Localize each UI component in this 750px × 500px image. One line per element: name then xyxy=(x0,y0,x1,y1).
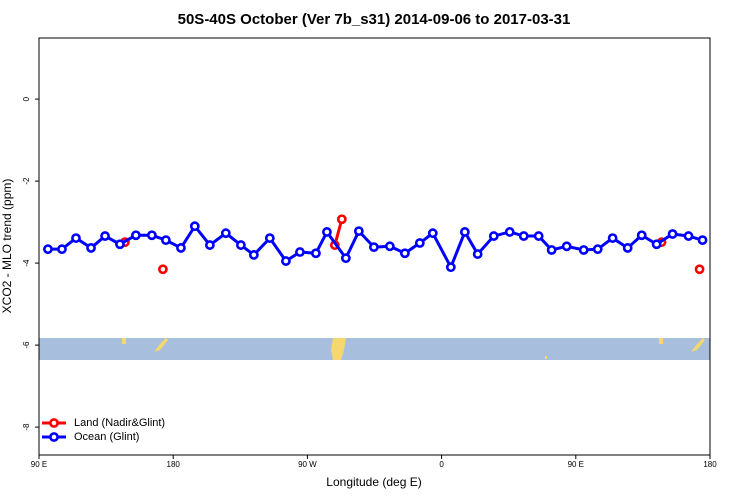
data-point xyxy=(546,245,557,255)
data-point xyxy=(100,231,110,241)
data-point xyxy=(636,230,647,241)
data-point xyxy=(592,244,603,255)
data-point xyxy=(71,233,81,243)
legend-label: Land (Nadir&Glint) xyxy=(74,417,165,429)
data-point xyxy=(459,227,470,237)
legend-marker xyxy=(49,418,59,428)
data-point xyxy=(204,240,215,250)
y-tick-label: -8 xyxy=(22,423,31,431)
data-point xyxy=(414,238,425,248)
data-point xyxy=(578,245,589,255)
data-point xyxy=(131,230,141,241)
data-point xyxy=(248,250,259,260)
data-point xyxy=(533,231,544,241)
data-point xyxy=(115,239,125,250)
data-point xyxy=(622,243,633,253)
y-tick-label: -6 xyxy=(22,341,31,349)
data-point xyxy=(43,244,53,255)
data-point xyxy=(697,235,708,246)
plot-frame xyxy=(38,37,711,456)
data-point xyxy=(220,228,231,239)
data-point xyxy=(400,248,410,259)
data-point xyxy=(651,239,662,250)
data-point xyxy=(235,240,246,250)
x-tick-label: 0 xyxy=(439,460,444,469)
data-point xyxy=(322,227,332,237)
data-point xyxy=(86,243,96,253)
y-tick-label: -2 xyxy=(22,177,31,185)
data-point xyxy=(146,230,157,241)
data-point xyxy=(607,233,618,243)
data-point xyxy=(667,229,678,239)
data-point xyxy=(264,233,275,243)
data-point xyxy=(158,264,168,275)
x-tick-label: 180 xyxy=(703,460,717,469)
legend-marker xyxy=(49,432,59,442)
data-point xyxy=(340,253,351,264)
data-point xyxy=(504,227,515,237)
y-tick-label: -4 xyxy=(22,259,31,267)
data-point xyxy=(57,244,67,255)
data-point xyxy=(683,231,694,241)
data-point xyxy=(176,243,186,253)
data-point xyxy=(295,247,305,257)
data-point xyxy=(561,241,572,252)
y-axis-label: XCO2 - MLO trend (ppm) xyxy=(0,179,14,314)
data-point xyxy=(336,214,347,225)
data-point xyxy=(472,249,483,259)
x-axis-label: Longitude (deg E) xyxy=(326,475,421,489)
data-point xyxy=(488,231,499,241)
map-strip xyxy=(39,338,710,360)
data-point xyxy=(189,221,200,232)
data-point xyxy=(160,235,171,246)
data-point xyxy=(281,256,291,266)
x-tick-label: 90 E xyxy=(568,460,584,469)
data-point xyxy=(445,262,456,273)
data-point xyxy=(310,248,321,259)
data-point xyxy=(384,241,395,252)
legend-label: Ocean (Glint) xyxy=(74,431,139,443)
x-tick-label: 90 W xyxy=(298,460,317,469)
y-tick-label: 0 xyxy=(22,96,31,101)
data-point xyxy=(353,226,364,237)
x-tick-label: 90 E xyxy=(31,460,47,469)
data-point xyxy=(369,242,379,253)
x-tick-label: 180 xyxy=(167,460,181,469)
chart-title: 50S-40S October (Ver 7b_s31) 2014-09-06 … xyxy=(178,11,571,28)
data-point xyxy=(427,228,438,239)
data-point xyxy=(694,264,705,275)
data-point xyxy=(518,231,529,241)
